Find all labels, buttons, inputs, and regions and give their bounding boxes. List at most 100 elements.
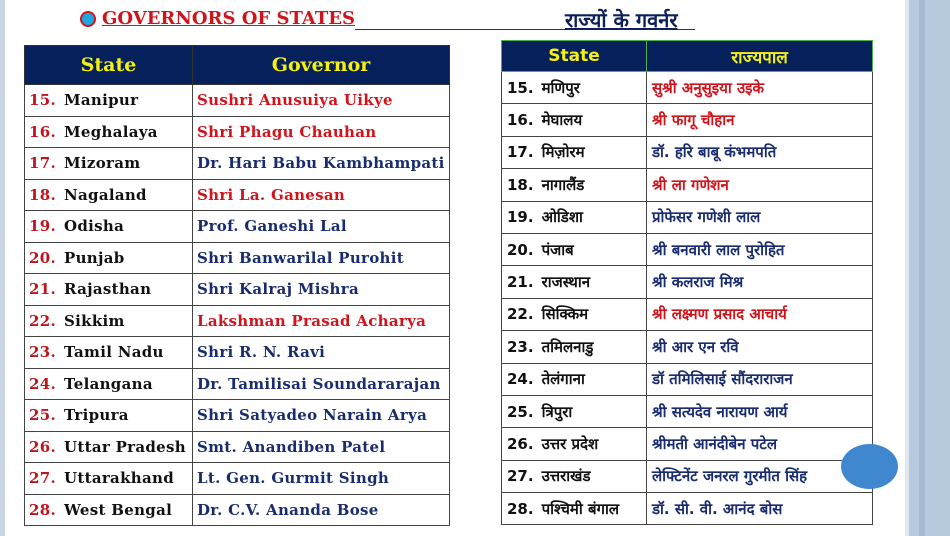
state-name: Sikkim xyxy=(64,311,125,330)
blue-circle-marker xyxy=(841,444,898,489)
right-decorative-panel xyxy=(905,0,950,536)
table-row: 15. Manipur Sushri Anusuiya Uikye xyxy=(24,84,450,117)
row-number: 16. xyxy=(507,111,534,130)
row-number: 21. xyxy=(29,280,56,299)
governor-name: प्रोफेसर गणेशी लाल xyxy=(646,200,873,234)
state-cell: 22. सिक्किम xyxy=(501,297,647,332)
governor-name: श्री ला गणेशन xyxy=(646,168,873,202)
row-number: 19. xyxy=(507,208,534,227)
state-cell: 15. मणिपुर xyxy=(501,70,647,105)
state-name: त्रिपुरा xyxy=(541,402,573,421)
title-divider xyxy=(355,29,695,30)
state-name: Tamil Nadu xyxy=(64,343,164,362)
state-cell: 23. Tamil Nadu xyxy=(24,336,193,369)
row-number: 27. xyxy=(507,467,534,486)
state-cell: 18. Nagaland xyxy=(24,178,193,211)
governor-name: Dr. Tamilisai Soundararajan xyxy=(192,367,450,400)
table-row: 19. Odisha Prof. Ganeshi Lal xyxy=(24,210,450,243)
state-name: Meghalaya xyxy=(64,122,158,141)
state-name: Uttarakhand xyxy=(64,469,174,488)
state-name: Odisha xyxy=(64,217,125,236)
title-english: GOVERNORS OF STATES xyxy=(80,8,355,29)
state-name: Telangana xyxy=(64,374,153,393)
governor-name: डॉ तमिलिसाई सौंदराराजन xyxy=(646,362,873,396)
state-cell: 17. मिज़ोरम xyxy=(501,135,647,170)
governor-name: श्री लक्ष्मण प्रसाद आचार्य xyxy=(646,297,873,332)
left-border xyxy=(0,0,5,536)
table-row: 17. मिज़ोरम डॉ. हरि बाबू कंभमपति xyxy=(501,135,873,170)
state-name: उत्तर प्रदेश xyxy=(541,434,599,453)
table-row: 18. Nagaland Shri La. Ganesan xyxy=(24,178,450,211)
governor-name: डॉ. हरि बाबू कंभमपति xyxy=(646,135,873,170)
state-cell: 15. Manipur xyxy=(24,84,193,117)
governor-name: Smt. Anandiben Patel xyxy=(192,430,450,463)
row-number: 27. xyxy=(29,469,56,488)
header-state: State xyxy=(501,40,647,72)
row-number: 18. xyxy=(29,185,56,204)
title-hindi: राज्यों के गवर्नर xyxy=(565,8,678,32)
row-number: 28. xyxy=(507,499,534,518)
table-row: 18. नागालैंड श्री ला गणेशन xyxy=(501,168,873,202)
governor-name: डॉ. सी. वी. आनंद बोस xyxy=(646,492,873,526)
table-row: 20. पंजाब श्री बनवारी लाल पुरोहित xyxy=(501,232,873,267)
state-cell: 24. तेलंगाना xyxy=(501,362,647,396)
governor-name: श्री बनवारी लाल पुरोहित xyxy=(646,232,873,267)
row-number: 24. xyxy=(507,370,534,389)
row-number: 15. xyxy=(29,91,56,110)
state-cell: 19. ओडिशा xyxy=(501,200,647,234)
state-cell: 26. Uttar Pradesh xyxy=(24,430,193,463)
table-row: 21. राजस्थान श्री कलराज मिश्र xyxy=(501,265,873,299)
state-name: Manipur xyxy=(64,91,139,110)
governor-name: Dr. Hari Babu Kambhampati xyxy=(192,147,450,180)
row-number: 16. xyxy=(29,122,56,141)
governor-name: श्री फागू चौहान xyxy=(646,103,873,137)
row-number: 25. xyxy=(29,406,56,425)
governors-table-english: State Governor 15. Manipur Sushri Anusuiya… xyxy=(24,45,450,526)
governor-name: लेफ्टिनेंट जनरल गुरमीत सिंह xyxy=(646,459,873,494)
table-row: 20. Punjab Shri Banwarilal Purohit xyxy=(24,241,450,274)
row-number: 23. xyxy=(29,343,56,362)
state-cell: 26. उत्तर प्रदेश xyxy=(501,427,647,461)
state-cell: 21. राजस्थान xyxy=(501,265,647,299)
governor-name: Dr. C.V. Ananda Bose xyxy=(192,493,450,526)
state-name: Uttar Pradesh xyxy=(64,437,186,456)
row-number: 26. xyxy=(29,437,56,456)
state-name: राजस्थान xyxy=(541,273,591,292)
state-cell: 20. पंजाब xyxy=(501,232,647,267)
governor-name: Lt. Gen. Gurmit Singh xyxy=(192,462,450,495)
state-name: Tripura xyxy=(64,406,129,425)
state-name: Mizoram xyxy=(64,154,141,173)
row-number: 28. xyxy=(29,500,56,519)
table-row: 22. Sikkim Lakshman Prasad Acharya xyxy=(24,304,450,337)
table-row: 17. Mizoram Dr. Hari Babu Kambhampati xyxy=(24,147,450,180)
state-name: ओडिशा xyxy=(541,208,583,227)
state-cell: 17. Mizoram xyxy=(24,147,193,180)
table-row: 16. Meghalaya Shri Phagu Chauhan xyxy=(24,115,450,148)
governor-name: Lakshman Prasad Acharya xyxy=(192,304,450,337)
state-cell: 22. Sikkim xyxy=(24,304,193,337)
state-cell: 21. Rajasthan xyxy=(24,273,193,306)
state-name: उत्तराखंड xyxy=(541,467,591,486)
state-cell: 20. Punjab xyxy=(24,241,193,274)
table-row: 21. Rajasthan Shri Kalraj Mishra xyxy=(24,273,450,306)
state-name: West Bengal xyxy=(64,500,173,519)
state-cell: 24. Telangana xyxy=(24,367,193,400)
governor-name: श्रीमती आनंदीबेन पटेल xyxy=(646,427,873,461)
table-row: 23. Tamil Nadu Shri R. N. Ravi xyxy=(24,336,450,369)
row-number: 17. xyxy=(507,143,534,162)
table-row: 28. पश्चिमी बंगाल डॉ. सी. वी. आनंद बोस xyxy=(501,492,873,526)
state-name: Rajasthan xyxy=(64,280,152,299)
state-name: Punjab xyxy=(64,248,125,267)
governor-name: सुश्री अनुसुइया उइके xyxy=(646,70,873,105)
table-row: 16. मेघालय श्री फागू चौहान xyxy=(501,103,873,137)
governor-name: श्री कलराज मिश्र xyxy=(646,265,873,299)
governor-name: Sushri Anusuiya Uikye xyxy=(192,84,450,117)
table-row: 26. Uttar Pradesh Smt. Anandiben Patel xyxy=(24,430,450,463)
row-number: 20. xyxy=(29,248,56,267)
governor-name: Shri R. N. Ravi xyxy=(192,336,450,369)
governor-name: श्री सत्यदेव नारायण आर्य xyxy=(646,394,873,429)
governors-table-hindi: State राज्यपाल 15. मणिपुर सुश्री अनुसुइया … xyxy=(501,40,873,526)
table-row: 28. West Bengal Dr. C.V. Ananda Bose xyxy=(24,493,450,526)
row-number: 23. xyxy=(507,337,534,356)
table-row: 24. Telangana Dr. Tamilisai Soundararajan xyxy=(24,367,450,400)
